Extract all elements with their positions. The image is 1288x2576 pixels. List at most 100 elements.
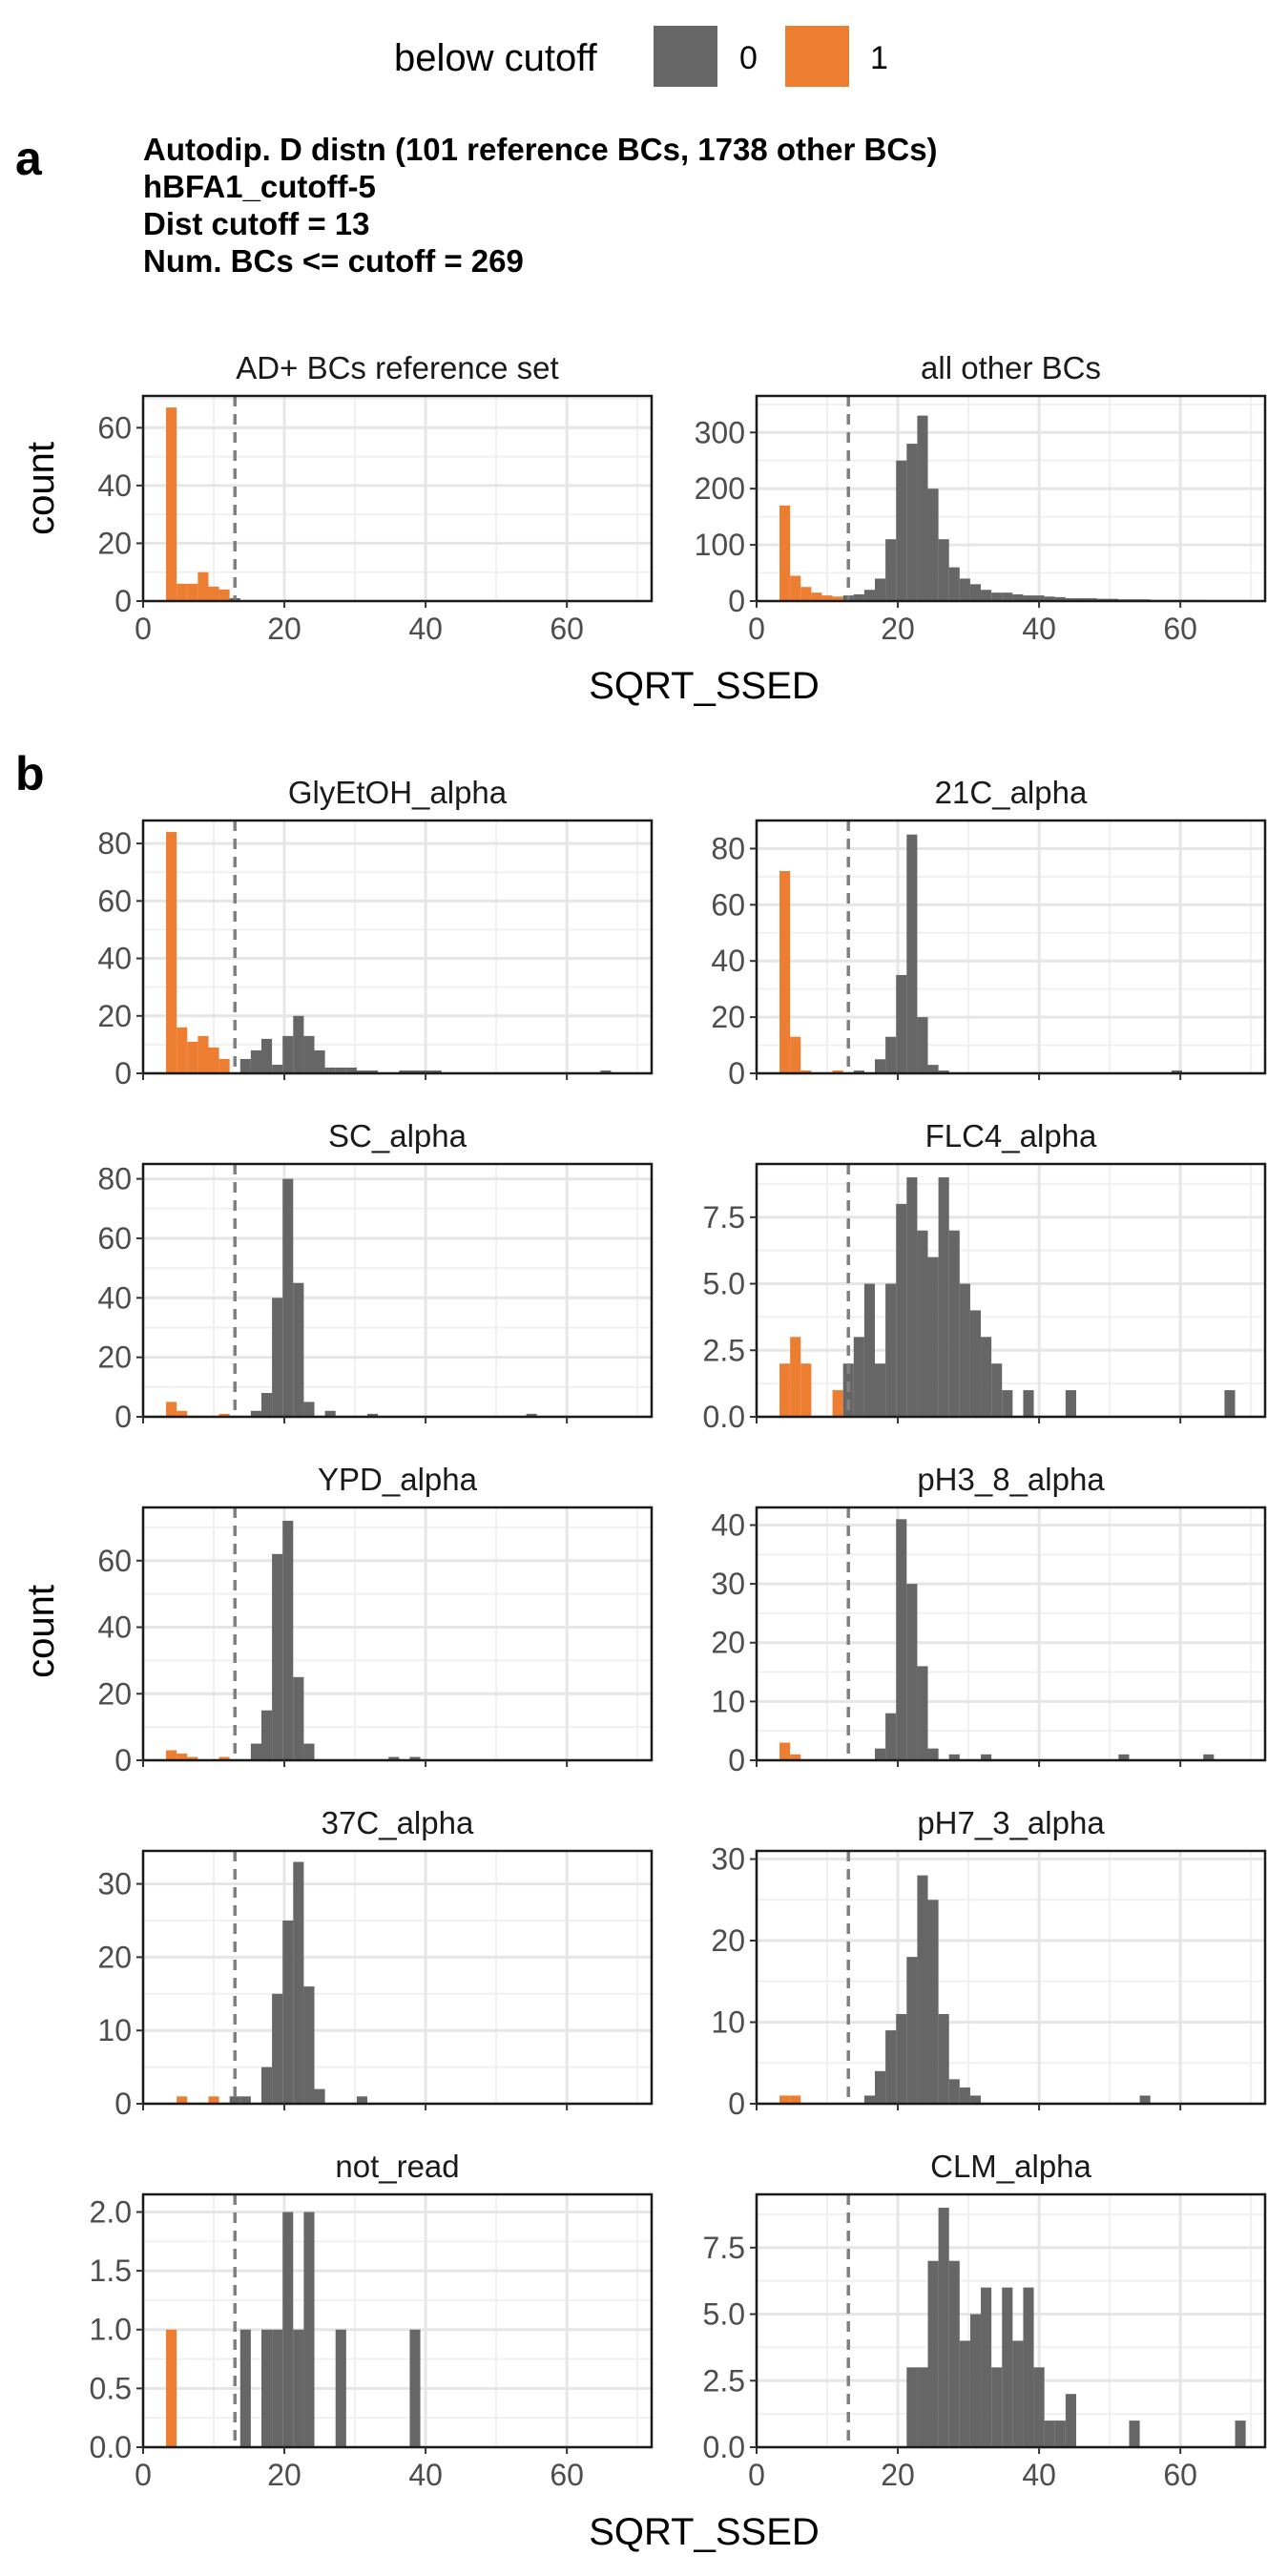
histogram-bar — [335, 1067, 346, 1073]
histogram-panel: GlyEtOH_alpha 0 20 40 60 80 — [97, 775, 654, 1091]
x-tick-label: 60 — [1163, 612, 1197, 646]
histogram-panel: AD+ BCs reference set 0 20 40 60 0 20 40 60 — [97, 350, 654, 646]
y-tick-label: 0 — [728, 1056, 745, 1091]
panel-title: GlyEtOH_alpha — [288, 775, 508, 810]
histogram-bar — [282, 1520, 294, 1760]
histogram-bar — [303, 1402, 315, 1417]
histogram-panel: SC_alpha 0 20 40 60 80 — [97, 1118, 654, 1434]
y-tick-label: 1.5 — [90, 2254, 132, 2288]
histogram-bar — [969, 2314, 982, 2447]
y-tick-label: 40 — [97, 1280, 132, 1315]
histogram-bar — [1065, 2394, 1076, 2447]
histogram-bar — [885, 1036, 897, 1073]
histogram-bar — [927, 1748, 939, 1760]
histogram-panel: CLM_alpha 0.0 2.5 5.0 7.5 0 20 40 60 — [703, 2149, 1267, 2492]
histogram-bar-below-cutoff — [832, 1390, 843, 1417]
histogram-bar — [906, 1957, 918, 2104]
y-tick-label: 0 — [114, 2087, 132, 2121]
panel-border — [141, 1849, 654, 2106]
y-tick-label: 20 — [97, 1676, 132, 1711]
histogram-panel: YPD_alpha 0 20 40 60 — [97, 1462, 654, 1777]
histogram-bar-below-cutoff — [187, 1756, 198, 1760]
histogram-bar — [324, 1410, 336, 1417]
histogram-bar — [981, 2287, 992, 2447]
y-tick-label: 30 — [97, 1867, 132, 1901]
histogram-bar — [885, 1713, 897, 1760]
histogram-bar — [1054, 596, 1066, 601]
y-tick-label: 0 — [728, 2087, 745, 2121]
y-tick-label: 0 — [728, 1743, 745, 1777]
histogram-bar — [1235, 2420, 1246, 2447]
histogram-bar-below-cutoff — [790, 1754, 801, 1760]
x-tick-label: 0 — [748, 612, 765, 646]
x-tick-label: 20 — [267, 2458, 301, 2492]
y-tick-label: 20 — [97, 1340, 132, 1375]
panel-title: not_read — [335, 2149, 459, 2184]
histogram-bar-below-cutoff — [187, 1041, 198, 1073]
x-tick-label: 0 — [135, 2458, 152, 2492]
histogram-bar — [250, 1049, 261, 1073]
histogram-bar — [260, 1038, 273, 1073]
x-tick-label: 60 — [1163, 2458, 1197, 2492]
histogram-bar — [906, 834, 918, 1073]
header-line-4: Num. BCs <= cutoff = 269 — [143, 243, 524, 279]
histogram-bar-below-cutoff — [800, 1363, 812, 1417]
histogram-bar — [260, 2329, 273, 2447]
histogram-bar — [1002, 1390, 1013, 1417]
panel-title: 37C_alpha — [322, 1805, 474, 1840]
histogram-bar — [1075, 598, 1088, 601]
histogram-bar — [526, 1413, 537, 1417]
histogram-bar — [853, 593, 864, 601]
histogram-bar — [863, 2095, 875, 2104]
y-tick-label: 30 — [711, 1842, 745, 1877]
histogram-bar — [260, 1393, 273, 1417]
histogram-bar-below-cutoff — [166, 832, 177, 1073]
y-tick-label: 0 — [114, 1056, 132, 1091]
histogram-bar — [293, 1015, 304, 1073]
histogram-bar — [917, 1666, 928, 1760]
histogram-bar-below-cutoff — [177, 2096, 188, 2104]
section-a-x-axis-title: SQRT_SSED — [589, 665, 820, 707]
histogram-bar — [409, 1756, 421, 1760]
y-tick-label: 0 — [114, 1743, 132, 1777]
histogram-bar-below-cutoff — [218, 1058, 230, 1073]
histogram-bar-below-cutoff — [177, 1754, 188, 1760]
histogram-bar — [896, 1203, 907, 1417]
y-tick-label: 7.5 — [703, 1200, 745, 1235]
histogram-bar — [1033, 595, 1045, 601]
y-tick-label: 30 — [711, 1567, 745, 1601]
panel-border — [755, 1849, 1267, 2106]
histogram-bar — [1139, 2095, 1151, 2104]
histogram-bar — [938, 2013, 949, 2104]
histogram-bar — [896, 460, 907, 601]
y-tick-label: 20 — [97, 526, 132, 560]
histogram-bar — [1023, 595, 1034, 601]
histogram-panel: 21C_alpha 0 20 40 60 80 — [711, 775, 1267, 1091]
histogram-bar — [399, 1070, 410, 1073]
histogram-bar — [272, 1553, 283, 1760]
histogram-bar — [927, 1900, 939, 2104]
panel-title: CLM_alpha — [930, 2149, 1091, 2184]
histogram-bar-below-cutoff — [832, 1070, 843, 1073]
histogram-bar — [938, 539, 949, 601]
histogram-bar — [969, 1310, 982, 1417]
x-tick-label: 0 — [135, 612, 152, 646]
section-a-tag: a — [15, 132, 43, 185]
histogram-bar — [303, 2212, 315, 2447]
histogram-bar — [917, 1017, 928, 1073]
histogram-bar — [959, 1283, 970, 1417]
histogram-bar — [896, 2013, 907, 2104]
histogram-bar-below-cutoff — [779, 2095, 791, 2104]
panel-title: YPD_alpha — [318, 1462, 478, 1497]
y-tick-label: 10 — [711, 1684, 745, 1718]
histogram-bar-below-cutoff — [208, 586, 219, 601]
histogram-bar — [1118, 1754, 1130, 1760]
histogram-bar — [938, 2207, 949, 2447]
histogram-bar — [303, 1035, 315, 1073]
histogram-bar — [272, 1993, 283, 2104]
histogram-bar — [1065, 1390, 1076, 1417]
histogram-bar — [303, 1743, 315, 1760]
histogram-bar — [367, 1413, 379, 1417]
histogram-bar-below-cutoff — [208, 1047, 219, 1073]
